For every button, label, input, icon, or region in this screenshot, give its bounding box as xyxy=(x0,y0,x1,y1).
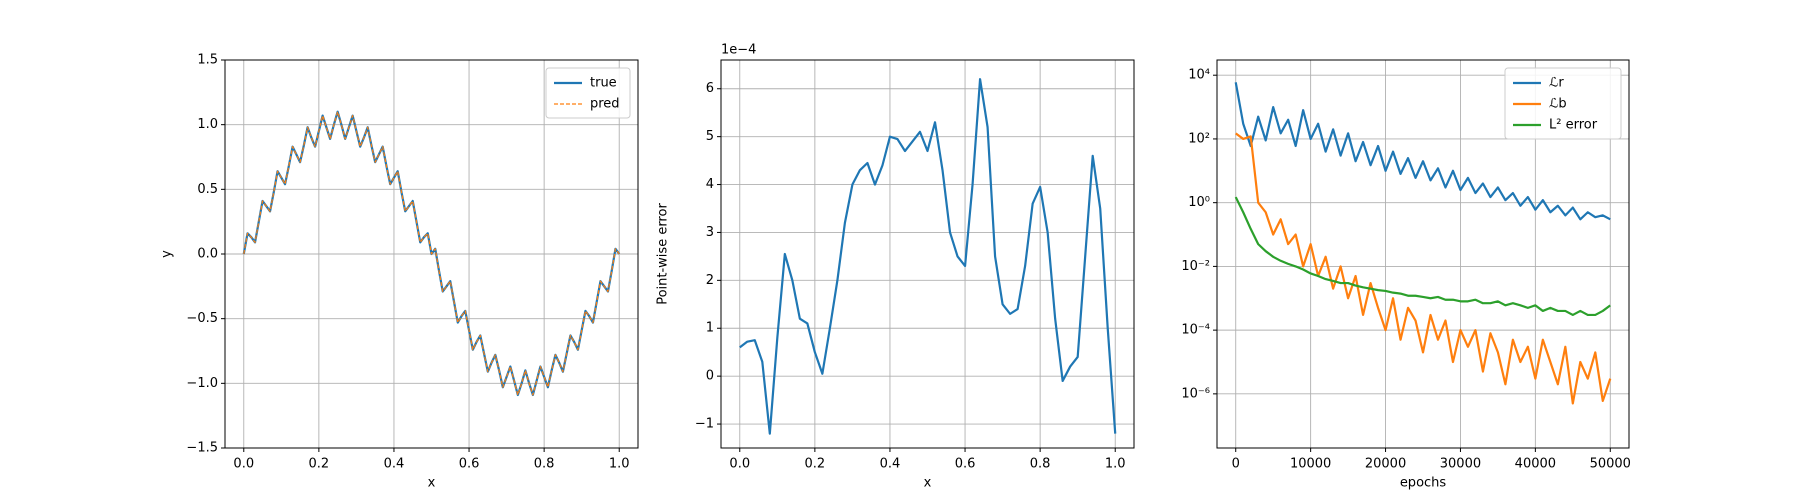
x-tick-label: 30000 xyxy=(1440,457,1481,472)
y-tick-label: 3 xyxy=(706,225,714,240)
y-tick-label: 4 xyxy=(706,177,714,192)
series-line xyxy=(739,78,1117,435)
y-tick-label: 0 xyxy=(706,369,714,384)
offset-label: 1e−4 xyxy=(721,43,756,58)
x-axis-label: x xyxy=(428,476,436,491)
y-tick-label: 5 xyxy=(706,129,714,144)
x-tick-label: 0.2 xyxy=(805,457,826,472)
series-line xyxy=(1234,82,1611,221)
y-tick-label: 0.0 xyxy=(197,247,218,262)
chart-panel: 0.0 0.2 0.4 0.6 0.8 1.0 −1 0 1 2 3 4 5 6 x Point-wise e… xyxy=(656,43,1135,491)
axes-frame xyxy=(720,59,1135,449)
legend-label: pred xyxy=(590,97,620,112)
x-tick-label: 0.4 xyxy=(880,457,901,472)
x-tick-label: 10000 xyxy=(1290,457,1331,472)
legend-label: ℒb xyxy=(1549,97,1567,112)
x-tick-label: 20000 xyxy=(1365,457,1406,472)
legend-box xyxy=(1504,67,1622,140)
y-tick-label: 10² xyxy=(1188,131,1210,146)
x-tick-label: 1.0 xyxy=(609,457,630,472)
series-line xyxy=(243,111,620,396)
y-tick-label: 10⁻⁴ xyxy=(1181,323,1210,338)
y-tick-label: −1.0 xyxy=(186,376,218,391)
y-tick-label: 10⁴ xyxy=(1188,68,1210,83)
y-tick-label: −1.5 xyxy=(186,441,218,456)
series-line xyxy=(1234,196,1611,317)
y-axis-label: y xyxy=(160,250,175,258)
y-tick-label: 10⁻² xyxy=(1181,259,1210,274)
legend-label: ℒr xyxy=(1549,76,1564,91)
legend-box xyxy=(545,67,631,119)
y-tick-label: 10⁰ xyxy=(1188,195,1210,210)
y-tick-label: 1.5 xyxy=(197,53,218,68)
y-tick-label: 1.0 xyxy=(197,117,218,132)
x-axis-label: epochs xyxy=(1400,476,1447,491)
x-tick-label: 0.8 xyxy=(534,457,555,472)
series-line xyxy=(1235,132,1612,405)
y-tick-label: −0.5 xyxy=(186,311,218,326)
axes-frame xyxy=(224,59,639,449)
axes-frame xyxy=(1216,59,1630,449)
y-tick-label: 6 xyxy=(706,81,714,96)
x-tick-label: 0.2 xyxy=(309,457,330,472)
y-tick-label: 0.5 xyxy=(197,182,218,197)
chart-panel: 0 10000 20000 30000 40000 50000 10⁻⁶ 10⁻⁴ 10⁻² 10… xyxy=(1181,59,1631,491)
x-tick-label: 50000 xyxy=(1590,457,1631,472)
x-tick-label: 0.6 xyxy=(459,457,480,472)
chart-panel: 0.0 0.2 0.4 0.6 0.8 1.0 −1.5 −1.0 −0.5 0.0 0.5 1.0 1… xyxy=(160,53,639,491)
y-tick-label: −1 xyxy=(695,417,714,432)
y-tick-label: 10⁻⁶ xyxy=(1181,386,1210,401)
x-tick-label: 0.6 xyxy=(955,457,976,472)
x-tick-label: 0.0 xyxy=(233,457,254,472)
y-tick-label: 2 xyxy=(706,273,714,288)
x-tick-label: 0 xyxy=(1232,457,1240,472)
x-tick-label: 0.8 xyxy=(1030,457,1051,472)
x-tick-label: 0.4 xyxy=(384,457,405,472)
x-tick-label: 1.0 xyxy=(1105,457,1126,472)
x-tick-label: 40000 xyxy=(1515,457,1556,472)
legend-label: L² error xyxy=(1549,118,1598,133)
y-tick-label: 1 xyxy=(706,321,714,336)
x-tick-label: 0.0 xyxy=(729,457,750,472)
x-axis-label: x xyxy=(924,476,932,491)
y-axis-label: Point-wise error xyxy=(656,203,671,305)
legend-label: true xyxy=(590,76,617,91)
